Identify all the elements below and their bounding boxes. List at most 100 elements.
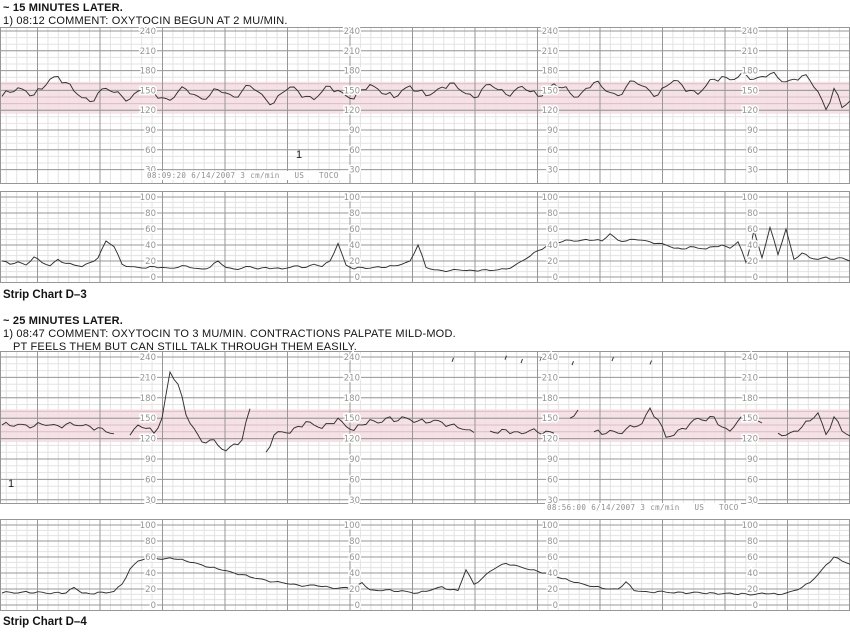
svg-text:80: 80 (747, 537, 758, 547)
fhr-panel-d4: 240 240 240 240 210 210 210 210 180 180 180 180 150 1… (0, 351, 850, 504)
svg-text:210: 210 (344, 47, 360, 57)
toco-chart-d3: 100 100 100 100 80 80 80 80 60 60 60 60 40 40 40 40 20 20… (0, 191, 850, 283)
svg-text:210: 210 (140, 47, 156, 57)
svg-text:60: 60 (747, 475, 758, 485)
svg-text:40: 40 (349, 241, 360, 251)
toco-panel-d4: 100 100 100 100 80 80 80 80 60 60 60 60 40 40 40 40 20 20… (0, 519, 850, 611)
svg-text:210: 210 (742, 47, 758, 57)
strip2-note-line1: ~ 25 MINUTES LATER. (3, 315, 124, 327)
svg-text:240: 240 (742, 353, 758, 363)
svg-text:20: 20 (547, 257, 558, 267)
svg-text:180: 180 (542, 394, 558, 404)
svg-text:20: 20 (349, 585, 360, 595)
svg-text:150: 150 (344, 414, 360, 424)
svg-text:100: 100 (542, 193, 558, 203)
svg-text:210: 210 (542, 373, 558, 383)
strip2-comment-marker: 1 (8, 478, 15, 490)
svg-text:30: 30 (547, 166, 558, 176)
svg-text:90: 90 (145, 455, 156, 465)
svg-text:0: 0 (753, 273, 758, 283)
svg-text:120: 120 (344, 435, 360, 445)
svg-text:120: 120 (344, 106, 360, 116)
svg-text:240: 240 (742, 27, 758, 37)
svg-text:240: 240 (344, 27, 360, 37)
svg-text:0: 0 (553, 601, 558, 611)
svg-text:180: 180 (140, 394, 156, 404)
svg-text:150: 150 (742, 414, 758, 424)
svg-text:90: 90 (349, 455, 360, 465)
svg-text:150: 150 (140, 86, 156, 96)
svg-text:150: 150 (542, 86, 558, 96)
svg-text:240: 240 (542, 353, 558, 363)
svg-text:90: 90 (547, 455, 558, 465)
svg-text:40: 40 (349, 569, 360, 579)
svg-text:0: 0 (355, 273, 360, 283)
svg-text:210: 210 (140, 373, 156, 383)
svg-text:180: 180 (140, 67, 156, 77)
svg-text:90: 90 (547, 126, 558, 136)
strip1-caption: Strip Chart D–3 (3, 289, 87, 301)
svg-text:60: 60 (349, 225, 360, 235)
svg-text:20: 20 (145, 257, 156, 267)
svg-text:180: 180 (542, 67, 558, 77)
svg-text:180: 180 (344, 67, 360, 77)
svg-text:80: 80 (547, 537, 558, 547)
svg-text:20: 20 (145, 585, 156, 595)
svg-text:60: 60 (547, 553, 558, 563)
svg-text:90: 90 (747, 455, 758, 465)
svg-text:60: 60 (747, 225, 758, 235)
strip2-note-line3: PT FEELS THEM BUT CAN STILL TALK THROUGH… (13, 341, 357, 353)
svg-text:80: 80 (547, 209, 558, 219)
svg-text:0: 0 (753, 601, 758, 611)
svg-text:180: 180 (742, 394, 758, 404)
svg-text:120: 120 (542, 106, 558, 116)
strip2-timestamp: 08:56:00 6/14/2007 3 cm/min US TOCO (545, 503, 741, 512)
svg-text:80: 80 (145, 209, 156, 219)
svg-text:90: 90 (145, 126, 156, 136)
svg-text:60: 60 (349, 146, 360, 156)
svg-text:150: 150 (344, 86, 360, 96)
toco-chart-d4: 100 100 100 100 80 80 80 80 60 60 60 60 40 40 40 40 20 20… (0, 519, 850, 611)
svg-text:0: 0 (151, 273, 156, 283)
svg-text:100: 100 (344, 521, 360, 531)
strip1-note-line2: 1) 08:12 COMMENT: OXYTOCIN BEGUN AT 2 MU… (3, 15, 288, 27)
svg-text:60: 60 (349, 553, 360, 563)
svg-text:60: 60 (547, 225, 558, 235)
svg-text:90: 90 (747, 126, 758, 136)
svg-text:150: 150 (742, 86, 758, 96)
svg-text:40: 40 (145, 569, 156, 579)
svg-text:210: 210 (742, 373, 758, 383)
svg-text:60: 60 (145, 475, 156, 485)
strip2-caption: Strip Chart D–4 (3, 616, 87, 628)
svg-text:240: 240 (542, 27, 558, 37)
svg-text:150: 150 (542, 414, 558, 424)
strip1-timestamp: 08:09:20 6/14/2007 3 cm/min US TOCO (145, 171, 341, 180)
svg-text:30: 30 (349, 166, 360, 176)
svg-text:120: 120 (742, 435, 758, 445)
svg-text:180: 180 (344, 394, 360, 404)
svg-text:60: 60 (145, 146, 156, 156)
fhr-chart-d3: 240 240 240 240 210 210 210 210 180 180 180 180 150 1… (0, 27, 850, 184)
svg-text:30: 30 (349, 496, 360, 504)
toco-panel-d3: 100 100 100 100 80 80 80 80 60 60 60 60 40 40 40 40 20 20… (0, 191, 850, 283)
svg-text:120: 120 (542, 435, 558, 445)
strip1-comment-marker: 1 (296, 149, 303, 161)
svg-text:120: 120 (140, 435, 156, 445)
svg-text:60: 60 (547, 475, 558, 485)
svg-text:0: 0 (553, 273, 558, 283)
svg-text:210: 210 (542, 47, 558, 57)
svg-text:30: 30 (747, 496, 758, 504)
svg-text:240: 240 (344, 353, 360, 363)
svg-text:80: 80 (349, 209, 360, 219)
svg-text:40: 40 (747, 241, 758, 251)
svg-text:40: 40 (547, 241, 558, 251)
svg-text:40: 40 (547, 569, 558, 579)
fhr-panel-d3: 240 240 240 240 210 210 210 210 180 180 180 180 150 1… (0, 27, 850, 184)
svg-text:100: 100 (742, 521, 758, 531)
svg-text:40: 40 (747, 569, 758, 579)
svg-text:40: 40 (145, 241, 156, 251)
svg-text:240: 240 (140, 27, 156, 37)
svg-text:180: 180 (742, 67, 758, 77)
svg-text:60: 60 (747, 553, 758, 563)
